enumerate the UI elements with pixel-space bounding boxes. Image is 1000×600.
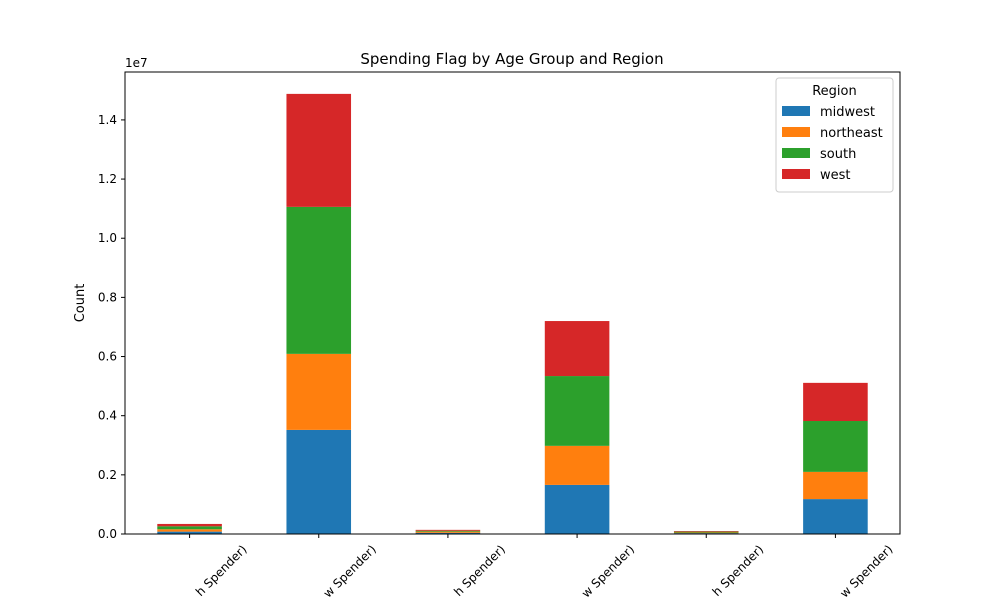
- bar-segment: [803, 421, 868, 472]
- bar-segment: [673, 532, 739, 534]
- bar-segment: [803, 382, 868, 422]
- x-tick-label: w Spender): [837, 542, 895, 600]
- bar-segment: [157, 526, 222, 530]
- x-tick-label: h Spender): [451, 542, 508, 599]
- y-tick-label: 1.2: [98, 172, 117, 186]
- bar-segment: [673, 531, 739, 533]
- bar-segment: [673, 531, 739, 532]
- legend-label: northeast: [820, 126, 883, 141]
- bar-segment: [157, 529, 222, 532]
- bar-segment: [286, 206, 352, 354]
- bar-segment: [157, 531, 222, 534]
- bar-segment: [803, 499, 868, 534]
- legend: Region midwest northeast south west: [775, 77, 894, 193]
- bar-segment: [803, 471, 868, 500]
- y-tick-label: 0.6: [98, 350, 117, 364]
- x-tick-label: w Spender): [579, 542, 637, 600]
- bar-segment: [415, 530, 481, 532]
- y-tick-label: 0.4: [98, 409, 117, 423]
- legend-label: south: [820, 147, 856, 162]
- bar-segment: [544, 445, 610, 485]
- y-tick-label: 0.8: [98, 290, 117, 304]
- bar-segment: [544, 376, 610, 446]
- plot-frame: [124, 71, 901, 535]
- x-tick-label: h Spender): [710, 542, 767, 599]
- legend-swatch: [782, 127, 810, 137]
- chart-title: Spending Flag by Age Group and Region: [360, 50, 663, 68]
- legend-label: west: [820, 168, 851, 183]
- legend-label: midwest: [820, 105, 875, 120]
- x-tick-label: h Spender): [193, 542, 250, 599]
- bar-segment: [286, 353, 352, 430]
- bar-segment: [544, 321, 610, 377]
- y-offset-label: 1e7: [125, 56, 148, 70]
- y-tick-label: 1.0: [98, 231, 117, 245]
- x-tick-label: w Spender): [321, 542, 379, 600]
- bar-segment: [286, 93, 352, 207]
- bar-segment: [286, 429, 352, 534]
- bar-segment: [415, 532, 481, 534]
- bar-segment: [415, 531, 481, 533]
- legend-swatch: [782, 106, 810, 116]
- bar-segment: [157, 523, 222, 527]
- bar-segment: [415, 529, 481, 531]
- y-tick-label: 1.4: [98, 113, 117, 127]
- y-tick-label: 0.2: [98, 468, 117, 482]
- legend-swatch: [782, 148, 810, 158]
- legend-title: Region: [812, 84, 857, 99]
- legend-swatch: [782, 169, 810, 179]
- y-tick-label: 0.0: [98, 527, 117, 541]
- bar-segment: [544, 484, 610, 534]
- y-axis-label: Count: [73, 284, 88, 323]
